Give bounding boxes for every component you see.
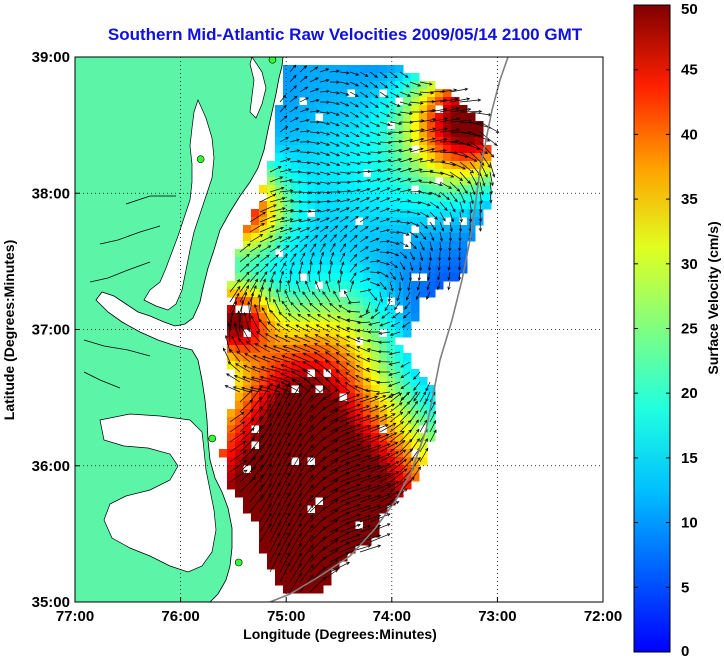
y-axis-ticks: 35:00 36:00 37:00 38:00 39:00 xyxy=(32,49,80,611)
velocity-vectors xyxy=(223,64,500,593)
bathymetry-contour xyxy=(269,57,509,602)
colorbar-tick-label: 20 xyxy=(681,385,698,402)
x-tick-label: 74:00 xyxy=(373,608,411,625)
colorbar-tick-label: 5 xyxy=(681,579,689,596)
colorbar-tick-label: 50 xyxy=(681,1,698,18)
colorbar-tick-label: 0 xyxy=(681,643,689,659)
x-axis-ticks: 77:00 76:00 75:00 74:00 73:00 72:00 xyxy=(56,597,622,625)
map-title: Southern Mid-Atlantic Raw Velocities 200… xyxy=(108,25,583,44)
radar-stations xyxy=(196,57,277,567)
pamlico-sound xyxy=(99,413,217,573)
x-tick-label: 73:00 xyxy=(478,608,516,625)
radar-station-marker xyxy=(208,434,217,443)
colorbar: 0 5 10 15 20 25 30 35 40 45 50 Surface Velocity (c… xyxy=(633,1,721,659)
colorbar-tick-label: 40 xyxy=(681,126,698,143)
y-tick-label: 35:00 xyxy=(32,594,70,611)
y-tick-label: 38:00 xyxy=(32,185,70,202)
y-tick-label: 37:00 xyxy=(32,322,70,339)
colorbar-gradient xyxy=(633,4,671,653)
x-tick-label: 72:00 xyxy=(584,608,622,625)
radar-station-marker xyxy=(196,155,205,163)
colorbar-tick-label: 25 xyxy=(681,321,698,338)
delaware-bay xyxy=(249,57,267,119)
colorbar-tick-label: 15 xyxy=(681,450,698,467)
colorbar-tick-label: 10 xyxy=(681,515,698,532)
x-tick-label: 76:00 xyxy=(161,608,199,625)
x-tick-label: 75:00 xyxy=(267,608,305,625)
colorbar-tick-label: 45 xyxy=(681,62,698,79)
y-tick-label: 36:00 xyxy=(32,458,70,475)
colorbar-tick-label: 35 xyxy=(681,191,698,208)
radar-station-marker xyxy=(234,558,243,567)
chesapeake-bay xyxy=(143,99,215,311)
x-axis-label: Longitude (Degrees:Minutes) xyxy=(243,626,437,642)
radar-station-marker xyxy=(268,57,277,64)
y-tick-label: 39:00 xyxy=(32,49,70,66)
colorbar-tick-label: 30 xyxy=(681,256,698,273)
map-grid xyxy=(75,57,603,602)
colorbar-ticks: 0 5 10 15 20 25 30 35 40 45 50 xyxy=(634,1,698,659)
y-axis-label: Latitude (Degrees:Minutes) xyxy=(1,240,17,420)
map-plot-area xyxy=(74,56,604,603)
x-tick-label: 77:00 xyxy=(56,608,94,625)
colorbar-label: Surface Velocity (cm/s) xyxy=(705,221,721,374)
